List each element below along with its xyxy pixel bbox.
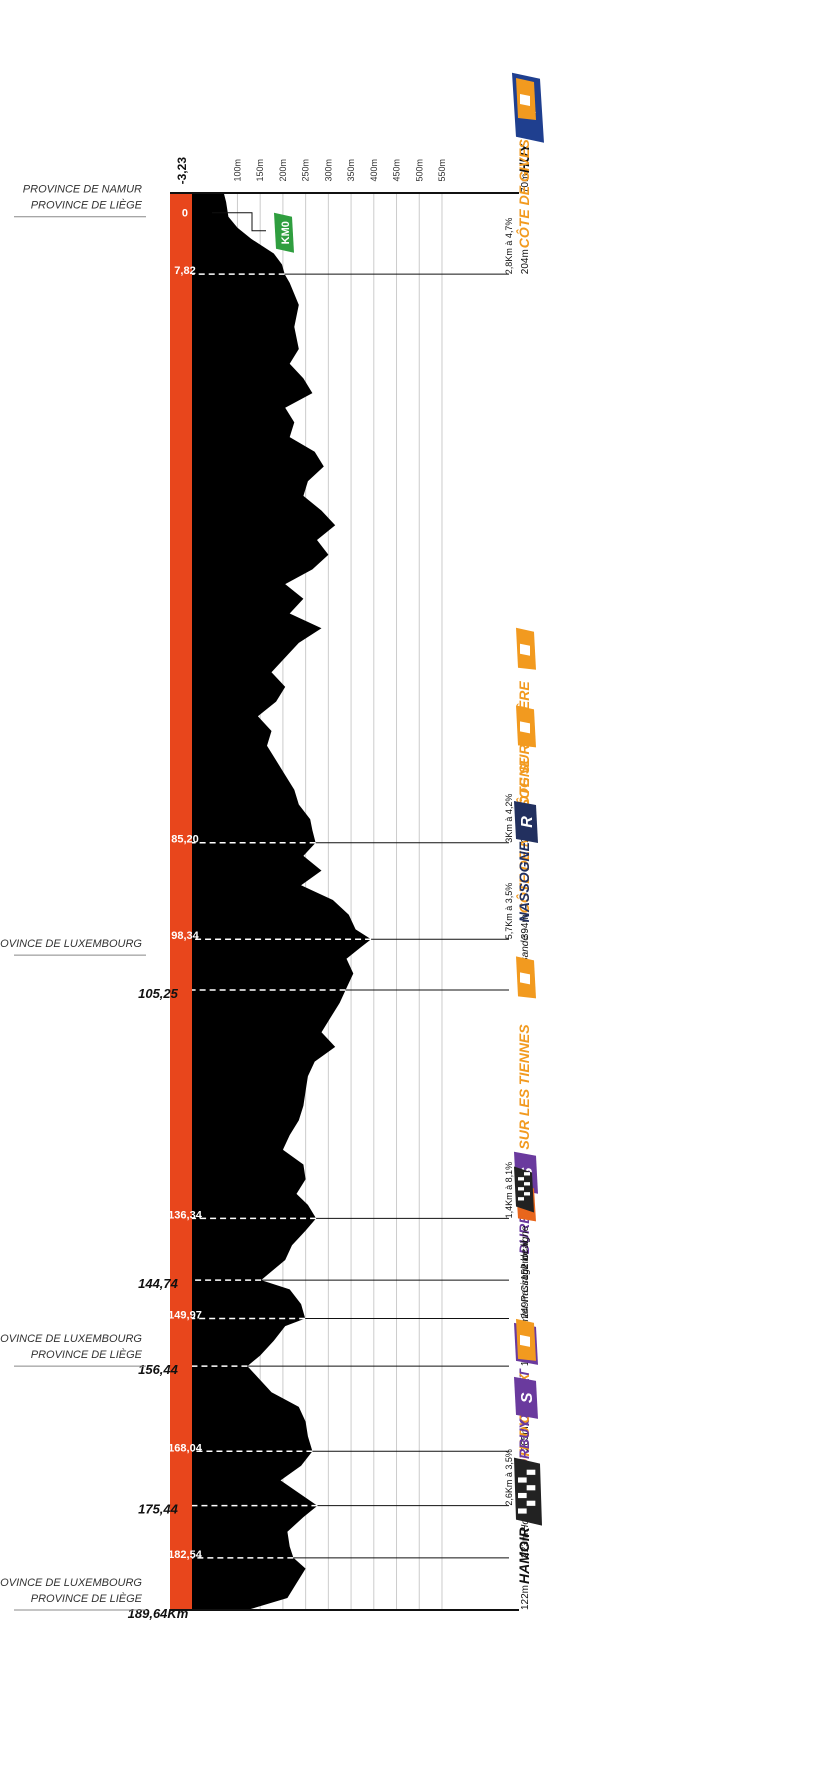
y-tick-label: 550m xyxy=(437,159,447,182)
alt-label: 70m xyxy=(520,174,531,193)
checkered-flag-badge xyxy=(514,1457,542,1526)
climb-badge-icon xyxy=(520,972,530,985)
checker-square xyxy=(526,1500,536,1506)
climb-badge-icon xyxy=(520,643,530,656)
kmo-badge-group: KM0 xyxy=(274,212,294,253)
province-label: PROVINCE DE NAMUR xyxy=(23,184,142,196)
km-bar-label: 149,97 xyxy=(168,1310,202,1322)
checker-square xyxy=(526,1485,536,1491)
climb-note: 5,7Km à 3,5% xyxy=(504,883,514,940)
province-label: PROVINCE DE LUXEMBOURG xyxy=(0,1577,142,1589)
checker-square xyxy=(524,1192,530,1196)
alt-label: 249m xyxy=(520,1294,531,1319)
checker-square xyxy=(518,1477,527,1483)
province-label: PROVINCE DE LUXEMBOURG xyxy=(0,938,142,950)
province-label: PROVINCE DE LIÈGE xyxy=(31,1592,143,1605)
checker-square xyxy=(518,1197,524,1201)
below-km-label: 189,64Km xyxy=(128,1606,189,1621)
profile-layer xyxy=(192,193,372,1610)
km-bar xyxy=(170,193,192,1610)
checker-square xyxy=(518,1177,524,1181)
below-km-label: 156,44 xyxy=(138,1362,179,1377)
climb-note: 2,8Km à 4,7% xyxy=(504,218,514,275)
province-label: PROVINCE DE LIÈGE xyxy=(31,1348,143,1361)
km-bar-label: 168,04 xyxy=(168,1442,203,1454)
profile-area xyxy=(192,193,372,1610)
km-bar-label: 0 xyxy=(182,208,188,220)
y-tick-label: 250m xyxy=(301,159,311,182)
km-bar-label: 182,54 xyxy=(168,1549,203,1561)
marker-name: CÔTE DE GIVES xyxy=(515,139,532,249)
y-tick-label: 450m xyxy=(392,159,402,182)
km-bar-label: 85,20 xyxy=(171,834,199,846)
alt-label: 122m xyxy=(520,1585,531,1610)
km-bar-label: 7,82 xyxy=(174,265,195,277)
alt-label: 394m xyxy=(520,914,531,939)
ravito-badge xyxy=(514,800,538,843)
y-tick-label: 150m xyxy=(255,159,265,182)
climb-badge-icon xyxy=(520,93,530,106)
alt-label: 265m xyxy=(520,1426,531,1451)
province-label: PROVINCE DE LIÈGE xyxy=(31,199,143,212)
checker-square xyxy=(524,1182,530,1186)
kmo-badge-text: KM0 xyxy=(280,221,292,244)
checker-square xyxy=(526,1469,536,1475)
markers-layer xyxy=(170,192,519,1611)
sprint-badge-letter: S xyxy=(519,1392,536,1403)
marker-note: Bande - xyxy=(520,928,531,964)
kmo-bracket xyxy=(212,212,266,232)
below-km-label: 175,44 xyxy=(138,1502,179,1517)
province-label: PROVINCE DE LUXEMBOURG xyxy=(0,1333,142,1345)
alt-label: 152m xyxy=(520,1255,531,1280)
climb-badge-icon xyxy=(520,1334,530,1347)
climb-note: 1,4Km à 8,1% xyxy=(504,1162,514,1219)
ravito-badge-letter: R xyxy=(519,816,536,828)
checker-square xyxy=(518,1508,527,1514)
alt-label: 223m xyxy=(520,1533,531,1558)
marker-note: Circuit local xyxy=(520,1240,531,1292)
climb-badge-icon xyxy=(520,721,530,734)
marker-name: HAMOIR xyxy=(516,1526,532,1584)
km-bar-label: 136,34 xyxy=(168,1209,203,1221)
y-tick-label: 200m xyxy=(278,159,288,182)
below-km-label: 144,74 xyxy=(138,1276,179,1291)
alt-label: 204m xyxy=(520,249,531,274)
y-tick-label: 500m xyxy=(414,159,424,182)
marker-label-group-2: 204m 2,8Km à 4,7% CÔTE DE GIVES xyxy=(504,77,536,275)
marker-name: CÔTE SUR LES TIENNES xyxy=(515,1024,532,1193)
km-bar-label: 98,34 xyxy=(171,930,199,942)
y-tick-label: 400m xyxy=(369,159,379,182)
km-bar-layer xyxy=(170,193,192,1610)
checker-square xyxy=(524,1172,530,1176)
y-tick-label: 100m xyxy=(232,159,242,182)
y-tick-label: 350m xyxy=(346,159,356,182)
marker-note: Premier Passage de ligne xyxy=(520,1225,531,1340)
checker-square xyxy=(518,1187,524,1191)
province-layer: PROVINCE DE LIÈGE PROVINCE DE NAMUR PROVIN… xyxy=(0,184,146,1611)
climb-note: 3Km à 4,2% xyxy=(504,794,514,843)
marker-name: HUY xyxy=(516,142,532,173)
sprint-badge xyxy=(514,1376,538,1419)
kmo-badge xyxy=(274,212,294,253)
checker-square xyxy=(518,1492,527,1499)
below-km-label: 105,25 xyxy=(138,986,179,1001)
start-km-label: -3,23 xyxy=(175,157,189,185)
y-tick-label: 300m xyxy=(323,159,333,182)
climb-note: 2,6Km à 3,5% xyxy=(504,1449,514,1506)
marker-name: NASSOGNE xyxy=(516,841,532,922)
